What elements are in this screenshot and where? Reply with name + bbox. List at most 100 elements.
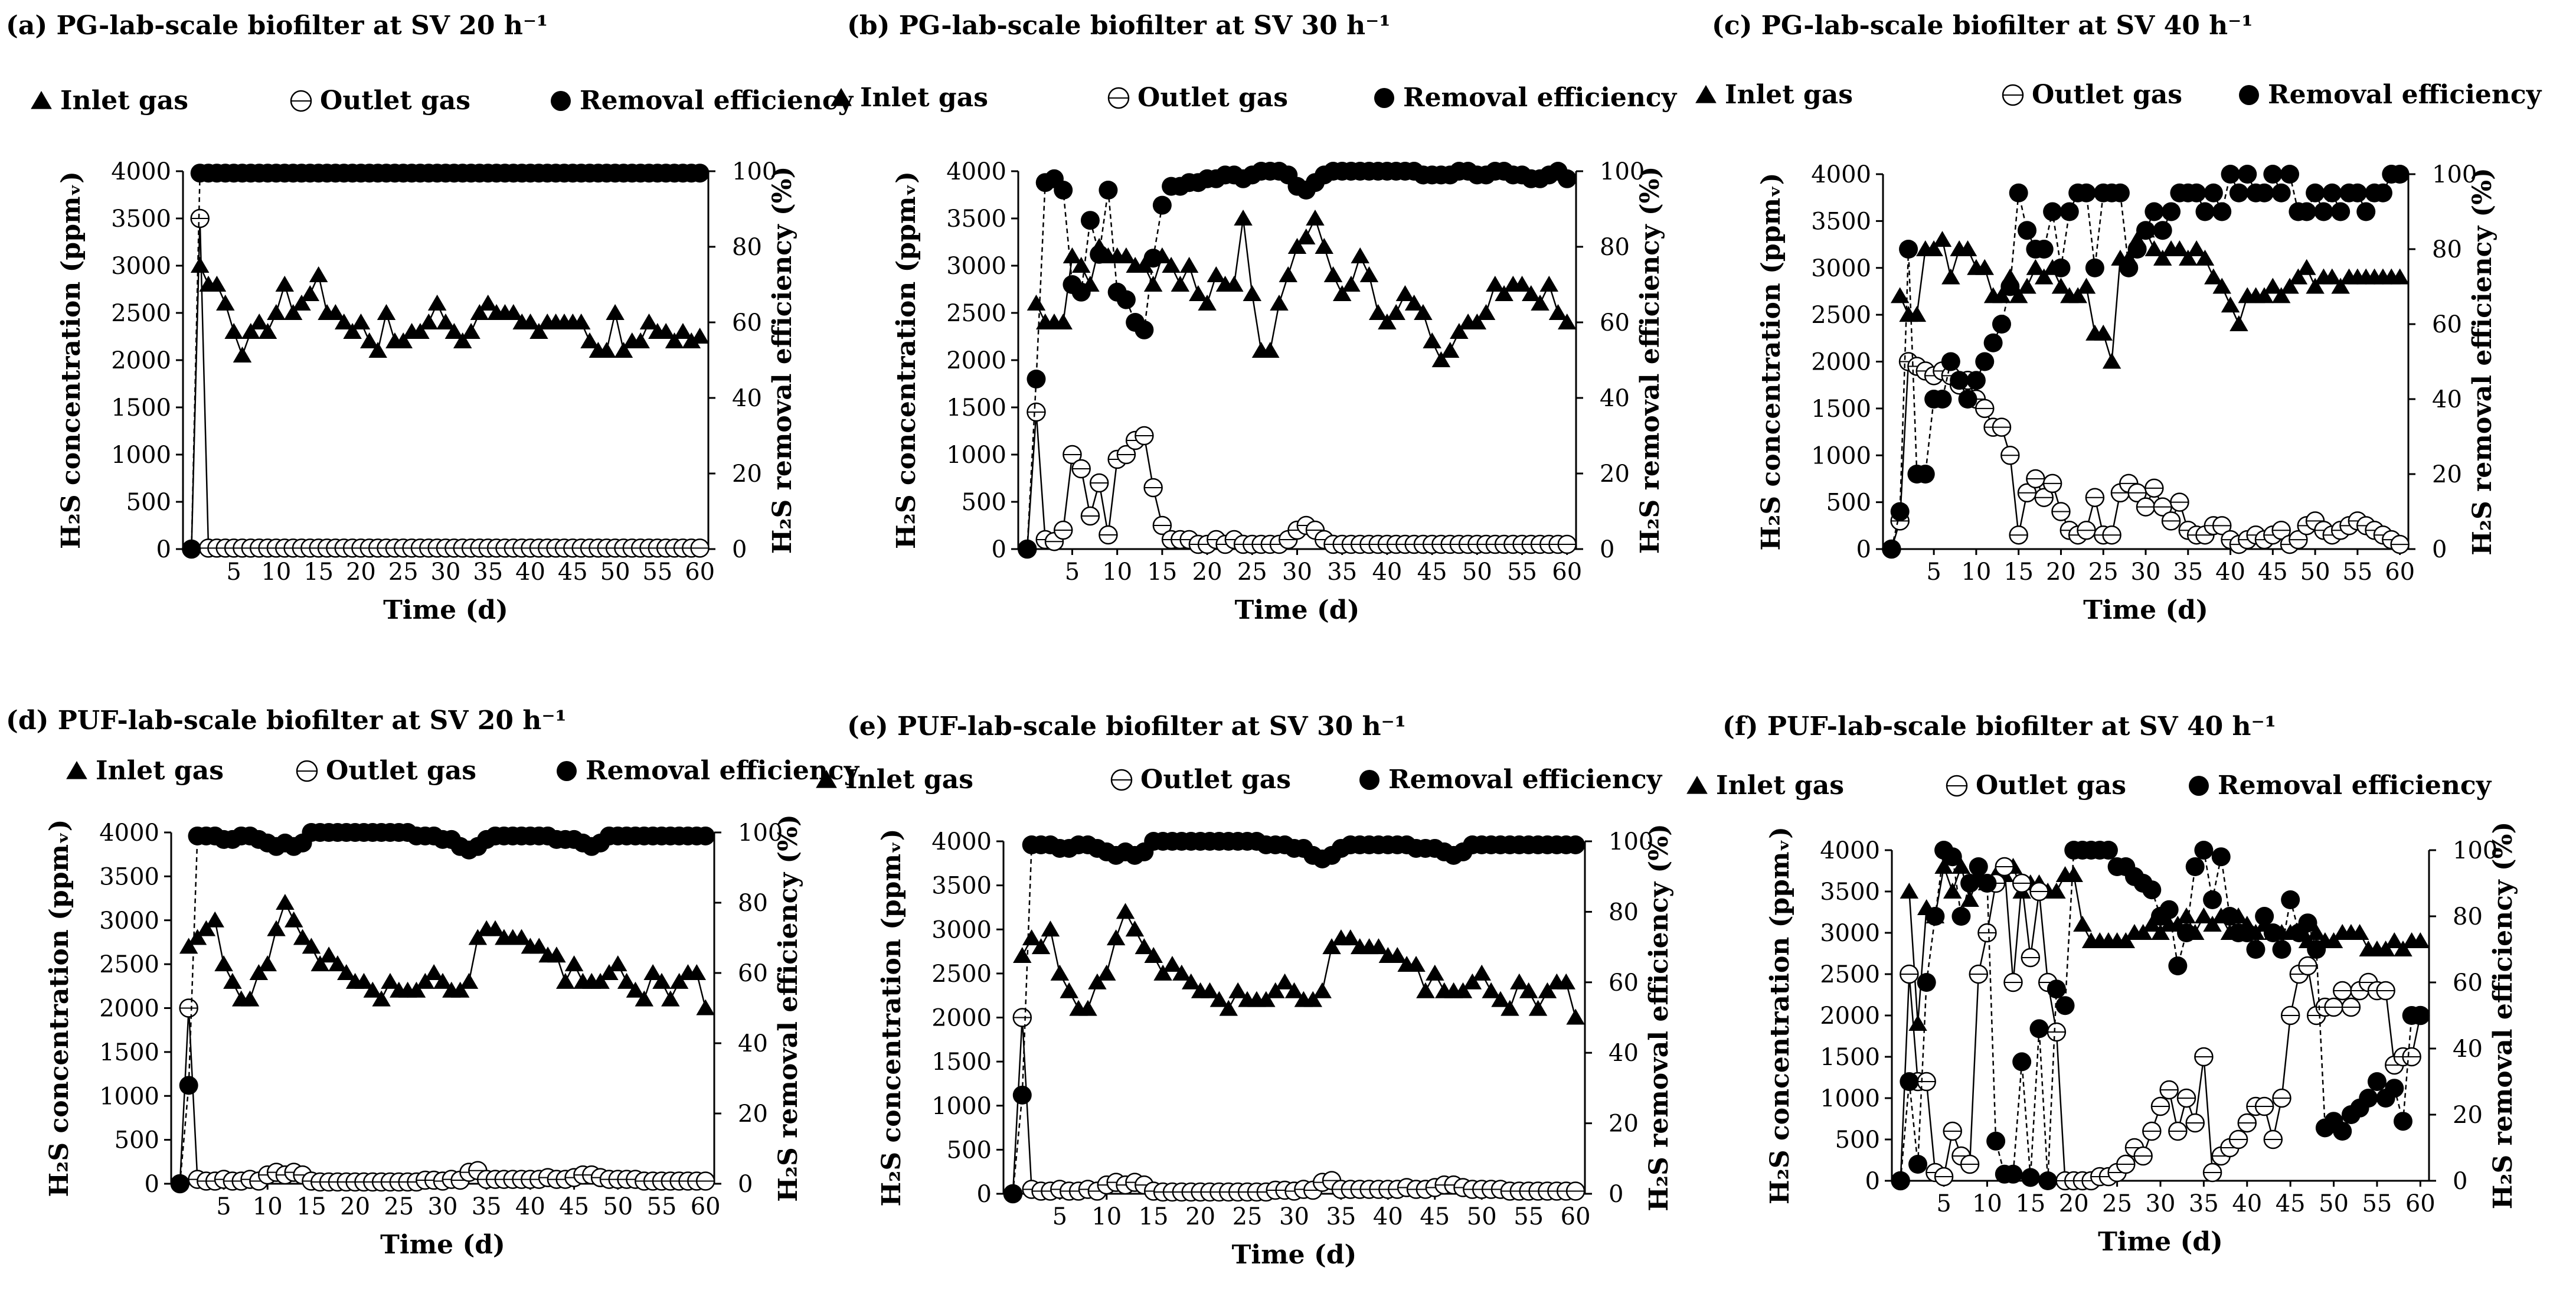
x-tick-label: 40: [1372, 559, 1402, 586]
legend-label: Outlet gas: [1140, 765, 1291, 795]
y2-tick-label: 20: [738, 1100, 768, 1128]
data-point-removal: [2110, 183, 2130, 203]
y2-tick-label: 60: [2453, 969, 2483, 997]
data-point-inlet: [1270, 295, 1289, 311]
data-point-removal: [2136, 221, 2155, 240]
y-tick-label: 0: [1865, 1168, 1880, 1195]
data-point-removal: [2373, 183, 2392, 203]
data-point-removal: [2119, 258, 2139, 277]
data-point-inlet: [2177, 907, 2196, 923]
data-point-removal: [2263, 923, 2283, 942]
data-point-removal: [1917, 973, 1936, 992]
y-tick-label: 3000: [931, 916, 992, 943]
data-point-removal: [2356, 202, 2376, 221]
data-point-inlet: [1512, 276, 1532, 292]
data-point-inlet: [394, 332, 413, 348]
data-point-inlet: [1207, 266, 1226, 282]
data-point-inlet: [433, 972, 452, 989]
data-point-inlet: [1284, 982, 1304, 998]
data-point-inlet: [1116, 903, 1135, 919]
data-point-inlet: [2026, 259, 2045, 275]
x-tick-label: 20: [340, 1193, 370, 1220]
x-tick-label: 25: [388, 559, 419, 586]
data-point-inlet: [1519, 982, 1538, 998]
data-point-inlet: [337, 964, 356, 980]
y-tick-label: 1500: [1820, 1044, 1880, 1071]
x-tick-label: 35: [2189, 1190, 2219, 1217]
data-point-inlet: [2280, 277, 2299, 294]
data-point-inlet: [1463, 973, 1482, 990]
data-point-inlet: [1125, 920, 1145, 937]
data-point-inlet: [300, 285, 320, 301]
x-tick-label: 55: [1507, 559, 1537, 586]
data-point-inlet: [302, 938, 321, 954]
legend-marker-1: [1946, 775, 1968, 797]
data-point-inlet: [453, 332, 472, 348]
data-point-inlet: [1063, 247, 1082, 263]
data-point-inlet: [450, 981, 470, 998]
data-point-inlet: [639, 313, 659, 329]
x-tick-label: 30: [428, 1193, 458, 1220]
legend-marker-shape: [1695, 85, 1717, 103]
data-point-removal: [2051, 258, 2071, 277]
data-point-inlet: [1958, 240, 1977, 256]
data-point-inlet: [2376, 940, 2395, 956]
data-point-removal: [1966, 371, 1986, 390]
y-tick-label: 4000: [946, 158, 1006, 185]
y2-tick-label: 20: [732, 461, 762, 488]
data-point-inlet: [326, 304, 345, 320]
data-point-inlet: [547, 946, 566, 963]
data-point-inlet: [1315, 238, 1333, 254]
y2-tick-label: 0: [1600, 536, 1614, 563]
data-point-removal: [2306, 183, 2325, 203]
y-tick-label: 0: [145, 1171, 159, 1198]
y-tick-label: 2500: [111, 300, 171, 327]
data-point-removal: [1943, 847, 1962, 867]
data-point-inlet: [2203, 916, 2222, 932]
chart-title: (d) PUF-lab-scale biofilter at SV 20 h⁻¹: [6, 706, 567, 736]
x-tick-label: 40: [515, 559, 545, 586]
legend-label: Removal efficiency: [586, 756, 860, 786]
data-point-inlet: [1060, 982, 1078, 998]
data-point-inlet: [1388, 947, 1407, 964]
data-point-removal: [1116, 290, 1136, 309]
x-tick-label: 5: [1065, 559, 1080, 586]
y-tick-label: 2000: [931, 1005, 992, 1032]
data-point-inlet: [258, 323, 277, 339]
data-point-removal: [1054, 181, 1073, 200]
data-point-inlet: [1941, 268, 1960, 285]
y2-tick-label: 0: [2432, 536, 2447, 563]
x-tick-label: 35: [1327, 559, 1357, 586]
data-point-inlet: [1557, 973, 1575, 990]
data-point-inlet: [669, 972, 689, 989]
y-tick-label: 3000: [1811, 255, 1871, 282]
data-point-inlet: [606, 304, 625, 320]
y-tick-label: 0: [156, 536, 171, 563]
data-point-removal: [182, 540, 201, 559]
chart-title: (b) PG-lab-scale biofilter at SV 30 h⁻¹: [847, 11, 1391, 41]
data-point-removal: [2307, 940, 2326, 959]
data-point-inlet: [1172, 964, 1191, 981]
data-point-inlet: [1900, 883, 1919, 899]
data-point-removal: [1012, 1085, 1032, 1105]
x-tick-label: 35: [473, 559, 503, 586]
data-point-inlet: [407, 981, 426, 998]
data-point-inlet: [656, 323, 675, 339]
x-tick-label: 60: [685, 559, 715, 586]
x-tick-label: 5: [1926, 559, 1941, 586]
x-tick-label: 15: [2003, 559, 2034, 586]
legend-marker-shape: [66, 761, 87, 779]
data-point-inlet: [696, 999, 715, 1015]
data-point-inlet: [2350, 924, 2369, 940]
legend-label: Inlet gas: [96, 756, 224, 786]
x-tick-label: 15: [1139, 1203, 1169, 1230]
x-tick-label: 20: [346, 559, 376, 586]
data-point-removal: [2003, 1164, 2023, 1184]
data-point-removal: [1890, 502, 1910, 521]
legend-marker-0: [816, 770, 837, 788]
x-tick-label: 25: [2102, 1190, 2132, 1217]
data-point-inlet: [2306, 277, 2325, 294]
data-point-inlet: [207, 276, 227, 292]
data-point-inlet: [1303, 991, 1323, 1007]
data-point-inlet: [635, 990, 654, 1007]
